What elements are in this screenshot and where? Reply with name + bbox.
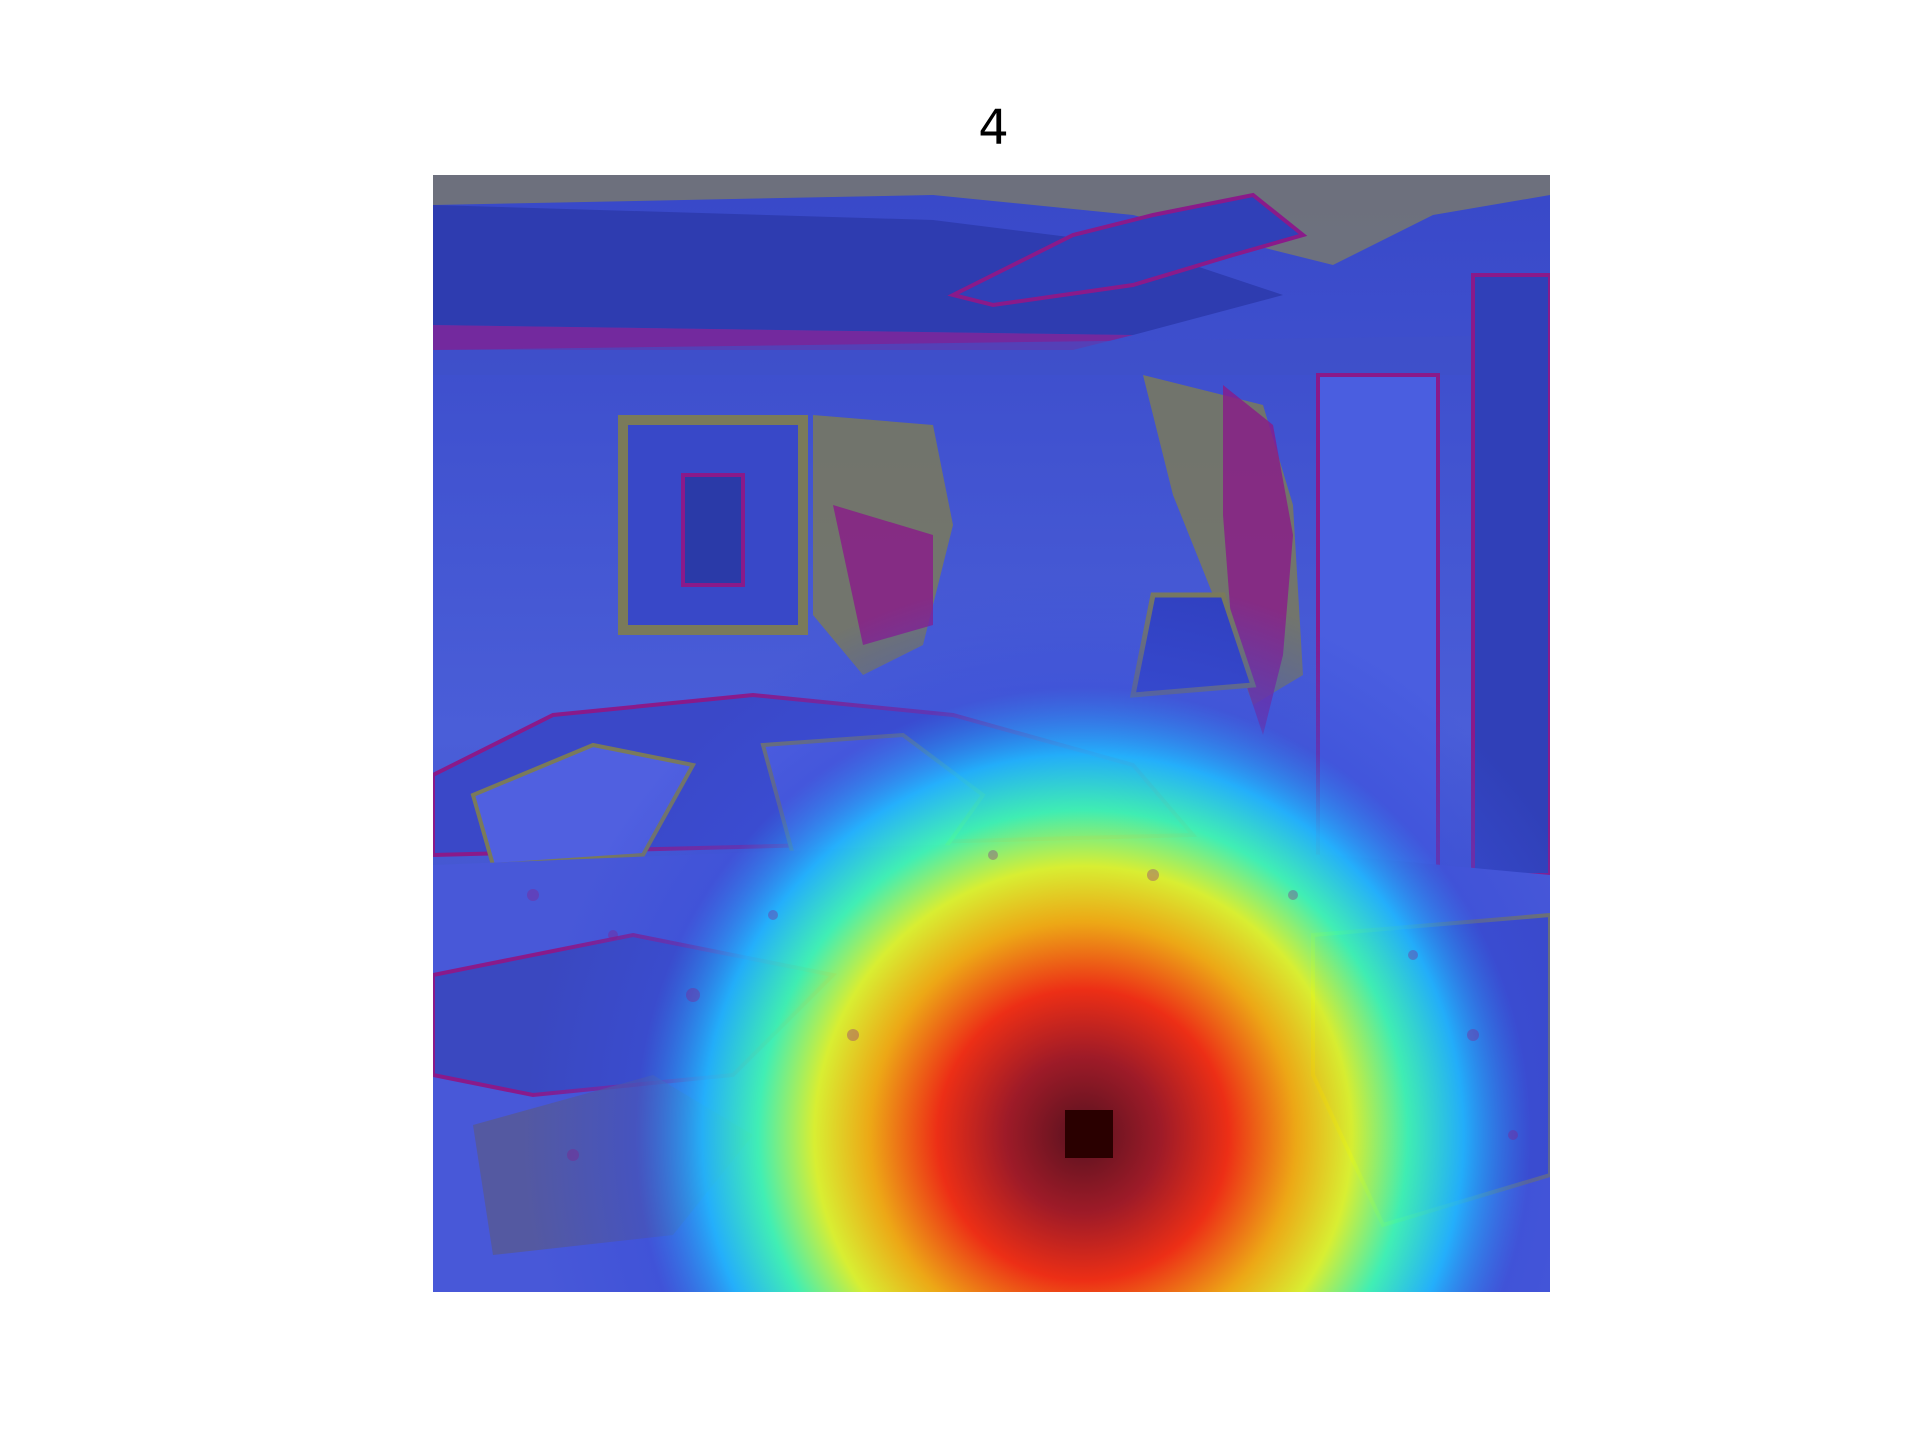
focus-marker — [1065, 1110, 1113, 1158]
attention-heatmap — [433, 175, 1550, 1292]
heatmap-overlay-image — [433, 175, 1550, 1292]
figure-title: 4 — [978, 100, 1009, 156]
